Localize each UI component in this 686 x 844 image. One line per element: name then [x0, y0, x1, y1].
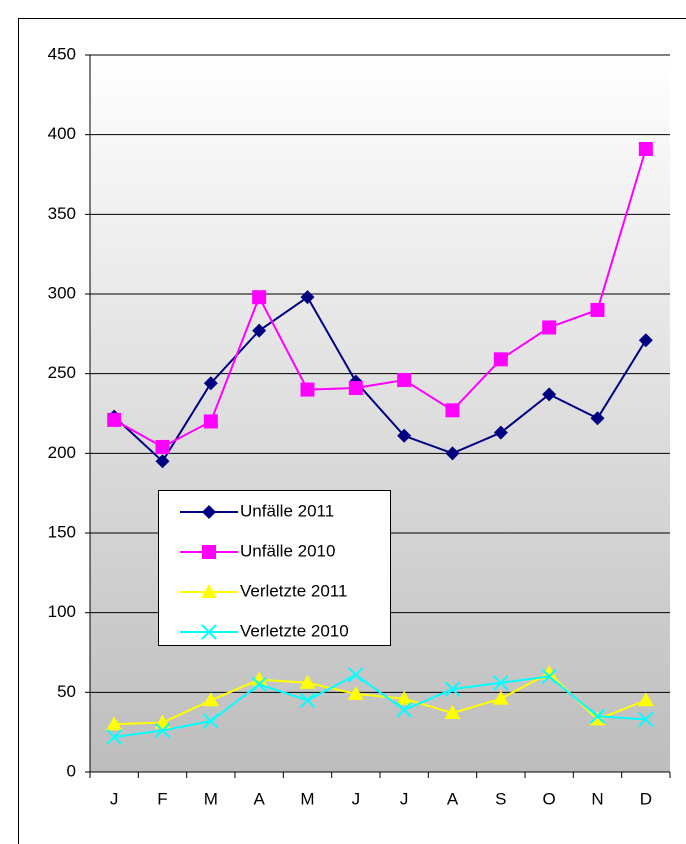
marker: [493, 352, 508, 367]
y-tick-label: 450: [48, 44, 76, 63]
marker: [202, 545, 216, 559]
marker: [202, 692, 219, 707]
marker: [397, 428, 412, 443]
marker: [299, 692, 316, 709]
marker: [444, 681, 461, 697]
x-tick-label: J: [352, 789, 361, 808]
series-line: [114, 671, 647, 726]
legend-label: Verletzte 2010: [240, 621, 349, 640]
series-line: [114, 673, 646, 738]
marker: [106, 729, 122, 745]
marker: [397, 373, 412, 388]
marker: [154, 714, 171, 729]
x-tick-label: J: [110, 789, 119, 808]
marker: [542, 387, 557, 402]
marker: [638, 142, 653, 157]
x-tick-label: N: [591, 789, 603, 808]
x-tick-label: A: [447, 789, 459, 808]
marker: [590, 411, 605, 426]
series-line: [113, 295, 647, 463]
marker: [347, 685, 364, 700]
marker: [107, 412, 122, 427]
x-tick-label: A: [253, 789, 265, 808]
marker: [638, 333, 653, 348]
marker: [155, 439, 170, 454]
marker: [251, 676, 267, 693]
x-tick-label: S: [495, 789, 506, 808]
x-tick-label: J: [400, 789, 409, 808]
marker: [201, 624, 217, 640]
marker: [203, 713, 219, 729]
y-tick-label: 150: [48, 522, 76, 541]
plot-area: [90, 55, 670, 772]
y-tick-label: 400: [48, 124, 76, 143]
y-tick-label: 350: [48, 204, 76, 223]
marker: [202, 505, 216, 519]
marker: [300, 382, 315, 397]
marker: [201, 584, 217, 598]
marker: [493, 675, 509, 691]
y-tick-label: 250: [48, 363, 76, 382]
marker: [348, 381, 363, 396]
legend-box: [158, 490, 391, 646]
legend-label: Unfälle 2011: [240, 501, 334, 520]
marker: [299, 674, 316, 689]
y-tick-label: 200: [48, 443, 76, 462]
marker: [445, 403, 460, 418]
marker: [589, 711, 606, 726]
x-tick-label: M: [300, 789, 314, 808]
legend-label: Verletzte 2011: [240, 581, 347, 600]
x-tick-label: O: [543, 789, 556, 808]
marker: [444, 705, 461, 720]
x-tick-label: M: [204, 789, 218, 808]
legend-label: Unfälle 2010: [240, 541, 335, 560]
y-tick-label: 100: [48, 602, 76, 621]
y-tick-label: 0: [67, 761, 76, 780]
x-tick-label: F: [157, 789, 167, 808]
marker: [348, 667, 364, 683]
marker: [589, 708, 606, 724]
marker: [251, 671, 268, 686]
x-tick-label: D: [640, 789, 652, 808]
marker: [542, 320, 557, 335]
marker: [155, 454, 170, 469]
marker: [590, 302, 605, 317]
marker: [203, 376, 218, 391]
marker: [396, 702, 412, 718]
y-tick-label: 50: [57, 682, 76, 701]
marker: [154, 722, 171, 739]
series-line: [113, 148, 647, 449]
marker: [445, 446, 460, 461]
marker: [492, 690, 509, 705]
marker: [252, 323, 267, 338]
marker: [300, 290, 315, 305]
y-tick-label: 300: [48, 283, 76, 302]
marker: [396, 690, 413, 705]
marker: [637, 692, 654, 707]
marker: [106, 716, 123, 731]
marker: [541, 668, 557, 685]
marker: [203, 414, 218, 429]
marker: [252, 290, 267, 305]
marker: [541, 665, 558, 680]
marker: [638, 711, 654, 728]
marker: [493, 425, 508, 440]
